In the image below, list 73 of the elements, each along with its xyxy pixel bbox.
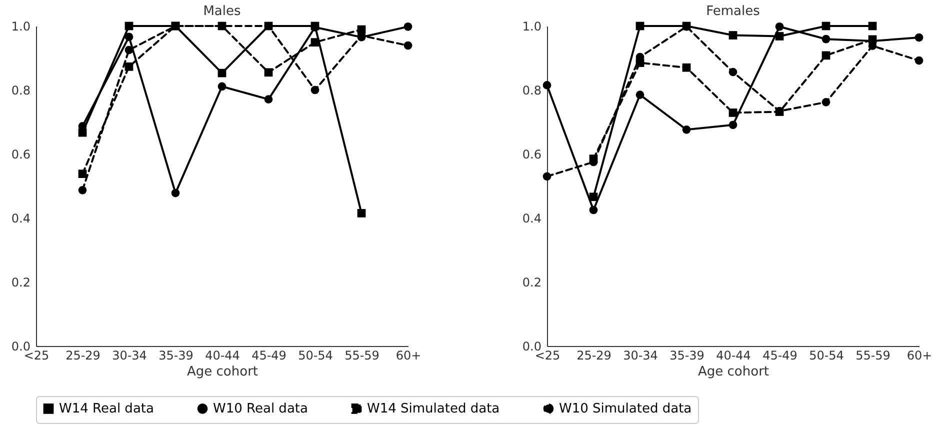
x-tick-label: 60+ [396,348,422,362]
x-axis-title: Age cohort [186,364,258,380]
y-tick-label: 0.2 [11,276,30,290]
legend-label: W14 Real data [59,402,154,417]
point [404,41,412,50]
legend-label: W10 Real data [213,402,308,417]
x-tick-label: 40-44 [205,348,240,362]
legend-label: W14 Simulated data [367,402,500,417]
x-tick-label: 55-59 [344,348,380,362]
y-tick-label: 0.2 [522,276,542,290]
point [822,51,830,60]
point [124,62,134,71]
y-tick-label: 1.0 [11,20,30,34]
y-tick-label: 0.8 [11,84,30,98]
point [310,38,320,47]
y-tick-label: 0.4 [11,212,30,226]
x-tick-label: 30-34 [623,348,658,362]
y-tick-label: 0.4 [522,212,542,226]
point [775,32,784,40]
point [914,33,924,42]
chart-title: Males [203,4,242,19]
point [78,186,87,194]
point [78,170,87,178]
point [404,22,412,31]
point [728,31,738,40]
point [682,126,691,134]
x-tick-label: 25-29 [66,348,100,362]
point [589,192,598,202]
x-axis-title: Age cohort [698,364,770,380]
point [264,95,273,104]
point [124,32,134,42]
y-tick-label: 0.6 [11,148,30,162]
point [310,86,320,94]
point [914,56,924,65]
x-tick-label: 50-54 [298,348,333,362]
point [868,22,877,30]
point [636,22,644,30]
point [357,209,366,218]
point [218,82,226,91]
y-tick-label: 0.6 [522,148,542,162]
x-tick-label: 60+ [906,348,932,362]
x-tick-label: 30-34 [112,348,147,362]
point [728,108,738,117]
x-tick-label: 50-54 [809,348,844,362]
x-tick-label: 45-49 [252,348,286,362]
point [822,34,830,44]
point [728,68,738,76]
point [682,63,691,72]
x-tick-label: 25-29 [576,348,612,362]
point [218,68,226,78]
y-tick-label: 1.0 [522,20,542,34]
y-tick-label: 0.8 [522,84,542,98]
point [124,22,134,30]
point [124,46,134,54]
point [589,206,598,214]
x-tick-label: 40-44 [716,348,751,362]
y-tick-label: 0.0 [522,340,542,354]
point [822,98,830,106]
x-tick-label: 55-59 [856,348,890,362]
x-tick-label: 45-49 [762,348,798,362]
point [822,22,830,30]
point [264,68,273,77]
point [171,188,180,198]
point [728,120,738,130]
legend-label: W10 Simulated data [559,402,692,417]
point [542,81,552,90]
point [636,90,644,99]
y-tick-label: 0.0 [11,340,30,354]
x-tick-label: 35-39 [670,348,704,362]
x-tick-label: 35-39 [158,348,194,362]
point [542,172,552,181]
point [775,22,784,31]
chart-title: Females [706,4,760,19]
